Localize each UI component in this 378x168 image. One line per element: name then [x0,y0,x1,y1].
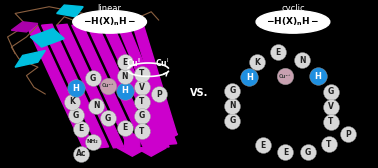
Point [139,130,145,132]
Point [122,75,128,78]
Text: H: H [72,84,79,93]
Text: G: G [105,114,111,123]
Text: K: K [254,58,260,67]
Point [122,61,128,64]
Point [229,120,235,122]
Text: E: E [275,48,280,57]
Text: T: T [326,140,332,149]
Text: P: P [345,130,351,139]
Text: E: E [122,123,127,132]
Polygon shape [117,24,177,144]
Point [326,143,332,146]
Point [275,51,281,53]
Point [122,89,128,92]
Text: G: G [305,148,311,157]
Polygon shape [57,24,124,148]
Text: Cu²⁺: Cu²⁺ [279,74,292,79]
Ellipse shape [73,10,146,33]
Point [73,87,79,90]
Point [282,75,288,78]
Text: N: N [121,72,128,81]
Text: H: H [121,86,128,95]
Polygon shape [30,29,64,47]
Polygon shape [72,24,139,148]
Text: Ac: Ac [76,149,87,158]
Polygon shape [132,23,177,134]
Point [305,151,311,153]
Text: Cu$^{\mathsf{I}}$: Cu$^{\mathsf{I}}$ [155,56,170,69]
Text: T: T [139,97,144,106]
Text: G: G [229,116,235,125]
Text: $\mathbf{-H(X)_nH-}$: $\mathbf{-H(X)_nH-}$ [266,16,319,28]
Point [139,86,145,89]
Polygon shape [15,50,45,67]
Polygon shape [87,24,154,148]
Point [314,75,321,78]
Ellipse shape [256,10,330,33]
Text: T: T [139,127,144,136]
Point [105,117,111,120]
Polygon shape [102,24,169,148]
Text: V: V [328,102,334,111]
Text: E: E [122,58,127,67]
Text: G: G [139,111,145,120]
Text: H: H [246,73,253,82]
Bar [0,0,185,168]
Point [328,105,334,108]
Point [246,76,253,79]
Polygon shape [136,134,166,156]
Text: N: N [93,101,100,110]
Text: Cu$^{\mathsf{II}}$: Cu$^{\mathsf{II}}$ [126,56,142,69]
Point [69,100,75,103]
Text: K: K [69,97,75,106]
Text: T: T [139,69,144,78]
Polygon shape [140,121,178,148]
Text: N: N [229,101,236,110]
Point [345,133,351,136]
Point [139,73,145,75]
Text: P: P [156,90,162,99]
Text: NH₂: NH₂ [87,139,98,144]
Polygon shape [11,22,38,32]
Point [282,151,288,153]
Text: Cu²⁺: Cu²⁺ [101,83,114,88]
Point [90,141,96,143]
Polygon shape [42,24,108,148]
Point [78,127,84,130]
Point [254,61,260,64]
Point [90,77,96,79]
Text: E: E [260,141,265,150]
Text: G: G [229,86,235,95]
Point [260,144,266,147]
Text: H: H [314,72,321,81]
Text: E: E [79,124,84,133]
Text: E: E [283,148,288,157]
Point [139,115,145,117]
Text: G: G [328,87,334,96]
Text: G: G [73,111,79,120]
Text: linear: linear [98,4,122,13]
Point [156,93,162,95]
Polygon shape [26,24,93,148]
Point [73,114,79,116]
Point [122,126,128,129]
Point [139,100,145,103]
Point [229,89,235,92]
Point [229,104,235,107]
Text: G: G [90,74,96,83]
Text: cyclic: cyclic [281,4,305,13]
Point [328,90,334,93]
Point [93,104,99,107]
Point [105,84,111,87]
Polygon shape [117,134,147,156]
Point [328,120,334,123]
Point [299,59,305,62]
Polygon shape [57,5,83,17]
Text: N: N [299,56,306,65]
Point [78,152,84,155]
Text: VS.: VS. [190,88,208,98]
Text: $\mathbf{-H(X)_nH-}$: $\mathbf{-H(X)_nH-}$ [83,16,136,28]
Text: V: V [139,83,145,92]
Text: T: T [328,117,333,126]
